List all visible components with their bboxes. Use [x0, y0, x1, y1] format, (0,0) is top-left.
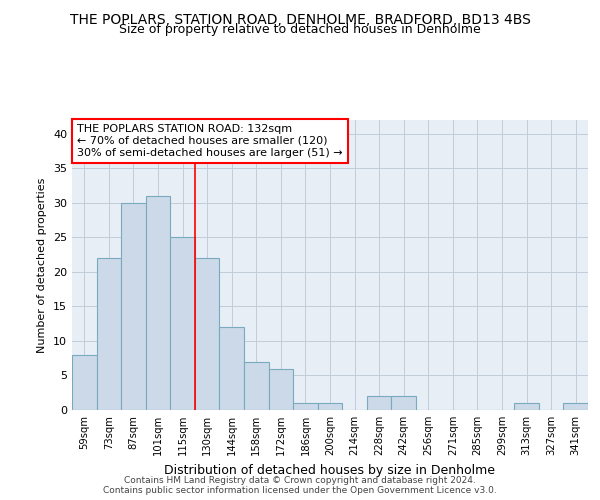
Bar [367, 396, 391, 410]
Text: Size of property relative to detached houses in Denholme: Size of property relative to detached ho… [119, 22, 481, 36]
Bar [391, 396, 416, 410]
Bar [318, 403, 342, 410]
Text: THE POPLARS, STATION ROAD, DENHOLME, BRADFORD, BD13 4BS: THE POPLARS, STATION ROAD, DENHOLME, BRA… [70, 12, 530, 26]
Bar [146, 196, 170, 410]
Bar [220, 327, 244, 410]
Text: Contains HM Land Registry data © Crown copyright and database right 2024.
Contai: Contains HM Land Registry data © Crown c… [103, 476, 497, 495]
Bar [72, 355, 97, 410]
Bar [269, 368, 293, 410]
Bar [563, 403, 588, 410]
Bar [293, 403, 318, 410]
Bar [244, 362, 269, 410]
Bar [514, 403, 539, 410]
X-axis label: Distribution of detached houses by size in Denholme: Distribution of detached houses by size … [164, 464, 496, 476]
Bar [97, 258, 121, 410]
Bar [121, 203, 146, 410]
Bar [170, 238, 195, 410]
Bar [195, 258, 220, 410]
Y-axis label: Number of detached properties: Number of detached properties [37, 178, 47, 352]
Text: THE POPLARS STATION ROAD: 132sqm
← 70% of detached houses are smaller (120)
30% : THE POPLARS STATION ROAD: 132sqm ← 70% o… [77, 124, 343, 158]
